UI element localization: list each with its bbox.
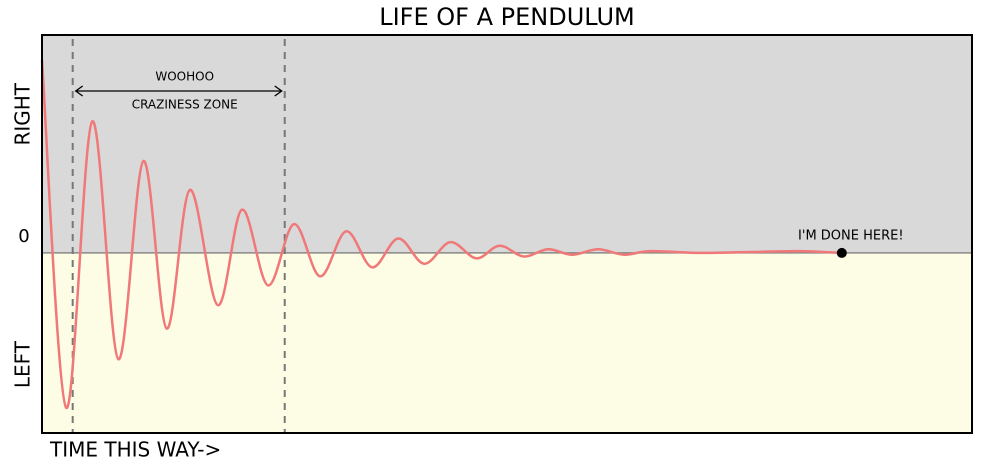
end-label: I'M DONE HERE! [798, 228, 904, 243]
plot-frame [41, 34, 973, 434]
span-arrow [74, 85, 283, 97]
upper-region [42, 35, 972, 253]
chart-title: LIFE OF A PENDULUM [379, 3, 635, 31]
y-tick-label: 0 [18, 226, 29, 247]
end-point [836, 247, 847, 258]
y-tick-label: RIGHT [11, 82, 35, 145]
lower-region [42, 252, 972, 433]
span-label: WOOHOO [155, 70, 214, 84]
pendulum-line [40, 60, 842, 410]
y-tick-label: LEFT [11, 340, 35, 388]
span-label: CRAZINESS ZONE [132, 98, 238, 112]
x-axis-label: TIME THIS WAY-> [49, 438, 221, 462]
